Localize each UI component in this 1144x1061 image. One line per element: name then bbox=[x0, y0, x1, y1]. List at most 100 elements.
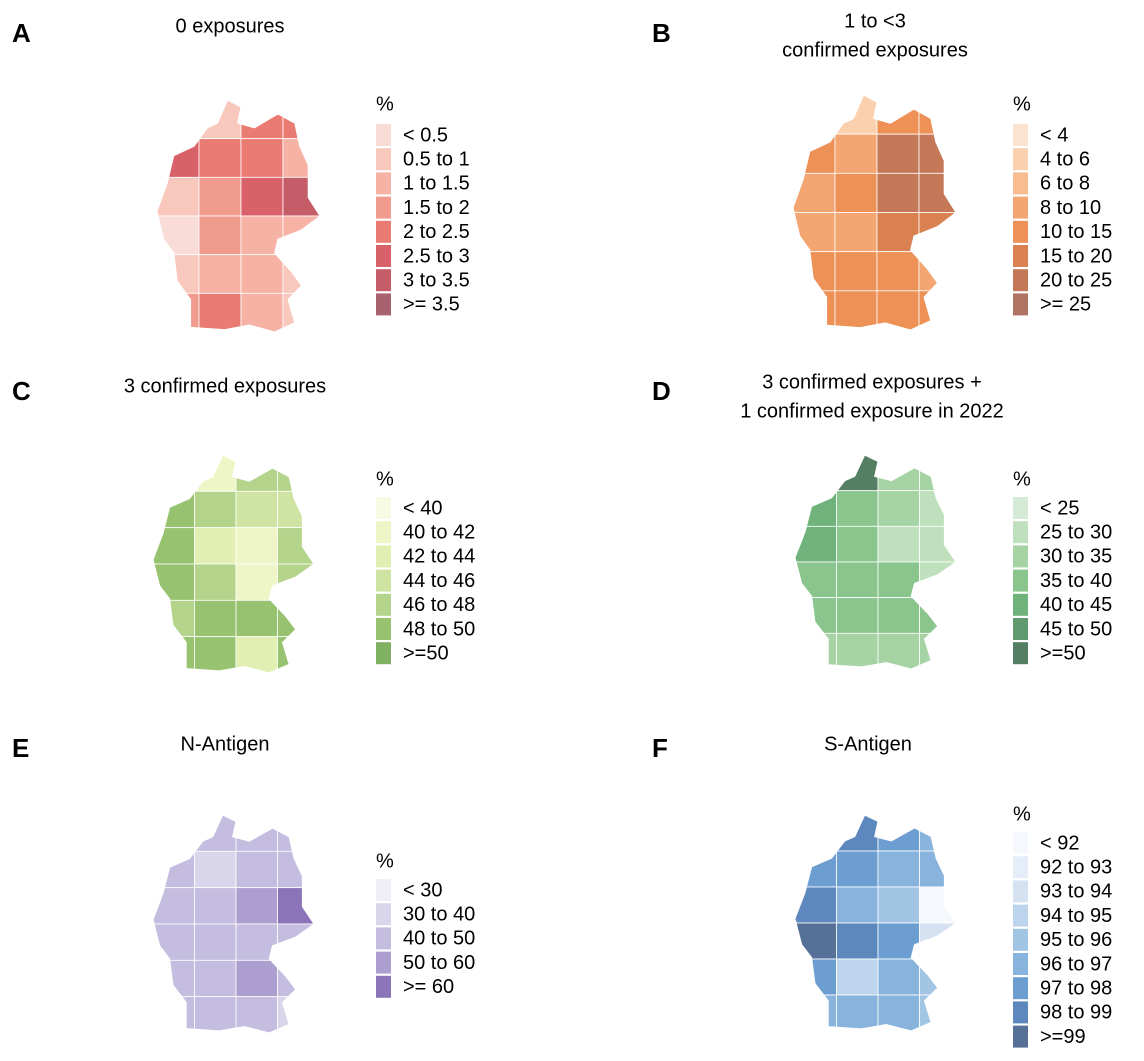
map-region bbox=[836, 490, 879, 527]
map-region bbox=[240, 254, 284, 294]
map-region bbox=[198, 292, 242, 332]
legend-label: 20 to 25 bbox=[1040, 269, 1112, 291]
legend-label: >= 3.5 bbox=[403, 294, 460, 316]
legend-label: 15 to 20 bbox=[1040, 245, 1112, 267]
legend-label: 6 to 8 bbox=[1040, 173, 1090, 195]
map-region bbox=[277, 850, 315, 889]
map-region bbox=[282, 100, 320, 140]
map-region bbox=[836, 525, 879, 563]
legend-label: 50 to 60 bbox=[403, 952, 475, 974]
legend-label: 98 to 99 bbox=[1040, 1002, 1112, 1024]
map-region bbox=[836, 455, 879, 492]
map-region bbox=[918, 95, 956, 135]
map-region bbox=[834, 172, 878, 213]
map-region bbox=[834, 133, 878, 174]
legend-swatch bbox=[376, 545, 391, 568]
map-region bbox=[793, 251, 836, 292]
map-region bbox=[198, 138, 242, 178]
legend-title: % bbox=[376, 850, 394, 872]
legend-label: 0.5 to 1 bbox=[403, 148, 470, 170]
legend-label: >= 25 bbox=[1040, 294, 1091, 316]
panel-title: N-Antigen bbox=[181, 733, 270, 755]
map-region bbox=[877, 922, 920, 960]
map-region bbox=[282, 292, 320, 332]
legend-title: % bbox=[376, 93, 394, 115]
map bbox=[795, 455, 957, 669]
legend-swatch bbox=[1013, 124, 1028, 146]
map-region bbox=[876, 212, 920, 253]
legend-swatch bbox=[1013, 618, 1028, 640]
map-region bbox=[919, 455, 957, 492]
map-region bbox=[235, 636, 278, 673]
legend-swatch bbox=[1013, 1025, 1028, 1048]
panel: A 0 exposures% < 0.50.5 to 1 1 to 1.51.5 to… bbox=[12, 15, 470, 333]
panel-title: 1 confirmed exposure in 2022 bbox=[740, 400, 1004, 422]
map-region bbox=[919, 490, 957, 527]
map-region bbox=[153, 599, 195, 638]
map-region bbox=[795, 850, 837, 888]
legend-label: 46 to 48 bbox=[403, 594, 475, 616]
legend-swatch bbox=[376, 951, 391, 974]
panel-title: 0 exposures bbox=[176, 15, 285, 37]
legend-swatch bbox=[1013, 593, 1028, 616]
map-region bbox=[157, 176, 200, 217]
map-region bbox=[235, 490, 278, 529]
legend-label: 40 to 50 bbox=[403, 928, 475, 950]
legend-swatch bbox=[376, 569, 391, 592]
map-region bbox=[194, 923, 237, 961]
legend-swatch bbox=[1013, 245, 1028, 267]
map-region bbox=[836, 632, 879, 669]
map-outline bbox=[792, 94, 957, 331]
map-region bbox=[235, 815, 278, 852]
map-region bbox=[198, 176, 242, 217]
map-region bbox=[194, 996, 237, 1033]
map-region bbox=[235, 887, 278, 925]
legend-swatch bbox=[376, 172, 391, 195]
map-region bbox=[919, 597, 957, 634]
map-region bbox=[919, 632, 957, 669]
map-region bbox=[194, 959, 237, 998]
map-region bbox=[277, 563, 315, 601]
legend-label: 44 to 46 bbox=[403, 570, 475, 592]
map-region bbox=[793, 172, 836, 213]
map-region bbox=[836, 958, 879, 996]
map-region bbox=[153, 996, 195, 1033]
map-region bbox=[918, 290, 956, 330]
map-region bbox=[235, 455, 278, 492]
legend-swatch bbox=[1013, 880, 1028, 903]
map-region bbox=[240, 100, 284, 140]
map-region bbox=[277, 636, 315, 673]
legend-label: >= 60 bbox=[403, 976, 454, 998]
map-region bbox=[877, 561, 920, 599]
map-region bbox=[918, 251, 956, 292]
legend-label: 3 to 3.5 bbox=[403, 269, 470, 291]
legend-swatch bbox=[376, 521, 391, 544]
panel: D 3 confirmed exposures + 1 confirmed expo… bbox=[652, 371, 1112, 670]
legend-swatch bbox=[1013, 269, 1028, 292]
map-region bbox=[918, 172, 956, 213]
legend-label: < 0.5 bbox=[403, 124, 448, 146]
map bbox=[153, 455, 315, 673]
legend-label: 40 to 45 bbox=[1040, 594, 1112, 616]
map-region bbox=[277, 923, 315, 961]
legend-label: 30 to 35 bbox=[1040, 546, 1112, 568]
map-region bbox=[919, 922, 957, 960]
map-region bbox=[795, 455, 837, 492]
map-region bbox=[795, 525, 837, 563]
map-region bbox=[157, 292, 200, 332]
panel: B 1 to <3 confirmed exposures% < 44 to 6 6 t… bbox=[652, 10, 1112, 331]
legend-label: 48 to 50 bbox=[403, 618, 475, 640]
map-region bbox=[277, 527, 315, 565]
map-outline bbox=[794, 814, 957, 1032]
map-region bbox=[235, 599, 278, 638]
legend-label: 25 to 30 bbox=[1040, 521, 1112, 543]
map-region bbox=[836, 850, 879, 888]
legend-swatch bbox=[1013, 832, 1028, 854]
legend-swatch bbox=[1013, 642, 1028, 665]
map-region bbox=[876, 290, 920, 330]
map bbox=[157, 100, 320, 332]
map-region bbox=[877, 994, 920, 1031]
map-region bbox=[793, 290, 836, 330]
